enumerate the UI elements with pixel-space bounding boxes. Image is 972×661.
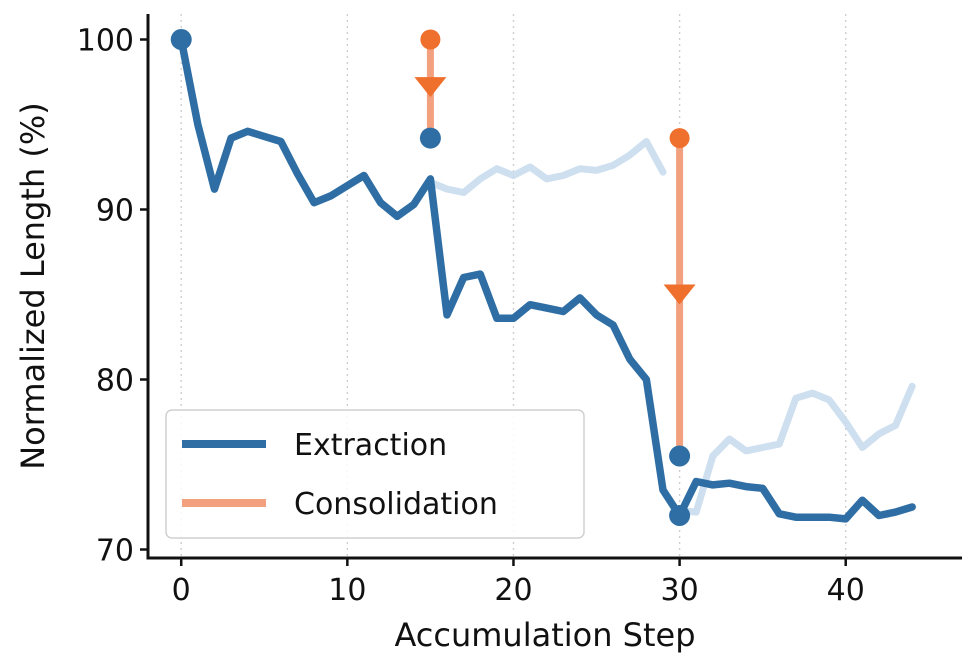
faded-series-layer [426, 138, 916, 516]
y-tick-label: 100 [77, 24, 134, 59]
extraction-point-3 [669, 445, 691, 467]
y-tick-label: 80 [96, 364, 134, 399]
legend: Extraction Consolidation [165, 409, 585, 539]
tick-labels: 0 10 20 30 40 70 80 90 100 [77, 24, 865, 609]
axes [146, 14, 962, 560]
consolidation-arrow-0 [414, 77, 447, 98]
legend-box [165, 409, 585, 539]
y-tick-label: 90 [96, 194, 134, 229]
x-tick-label: 10 [328, 573, 366, 608]
extraction-point-2 [669, 505, 691, 526]
consolidation-layer [414, 29, 696, 456]
legend-label-consolidation: Consolidation [294, 487, 498, 522]
faded-series-line-1 [426, 138, 667, 196]
marker-layer [170, 29, 691, 526]
consolidation-arrow-1 [663, 284, 696, 305]
consolidation-start-marker-0 [420, 29, 441, 50]
y-tick-label: 70 [96, 534, 134, 569]
extraction-series-layer [177, 35, 916, 523]
x-tick-label: 20 [494, 573, 532, 608]
consolidation-start-marker-1 [669, 128, 690, 149]
x-tick-label: 0 [172, 573, 191, 608]
y-axis-label: Normalized Length (%) [14, 102, 52, 470]
extraction-series-line [177, 35, 916, 523]
legend-label-extraction: Extraction [294, 428, 447, 463]
faded-series-line-2 [676, 382, 916, 516]
x-axis-label: Accumulation Step [394, 616, 695, 654]
x-tick-label: 30 [660, 573, 698, 608]
extraction-point-0 [170, 29, 192, 50]
extraction-point-1 [419, 127, 441, 149]
x-tick-label: 40 [827, 573, 865, 608]
